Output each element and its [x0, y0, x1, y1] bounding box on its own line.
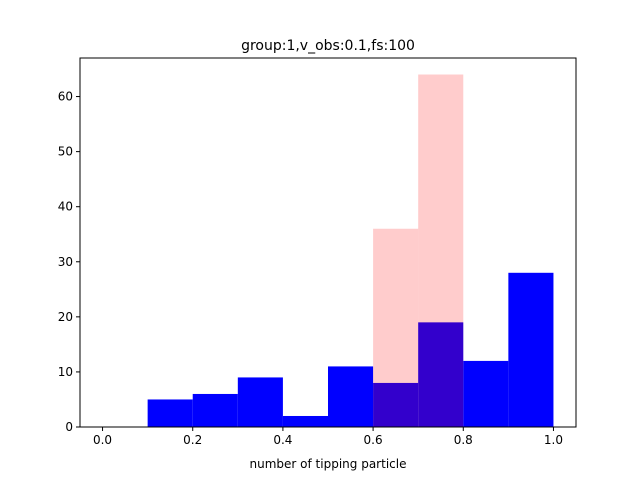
- bar-series-0-bin-8: [508, 272, 554, 427]
- x-tick-label: 0.4: [273, 433, 292, 447]
- y-tick-label: 50: [58, 145, 73, 159]
- bar-series-0-bin-0: [147, 399, 193, 427]
- x-axis-ticks: 0.0 0.2 0.4 0.6 0.8 1.0: [93, 427, 563, 447]
- x-tick-label: 0.0: [93, 433, 112, 447]
- plot-frame: [79, 57, 577, 428]
- x-axis-label: number of tipping particle: [250, 457, 407, 471]
- bar-series-1-bin-1: [418, 74, 464, 427]
- x-tick-label: 0.2: [183, 433, 202, 447]
- bar-series-1-bin-0: [373, 228, 419, 427]
- y-tick-label: 40: [58, 200, 73, 214]
- y-tick-label: 30: [58, 255, 73, 269]
- bar-series-0-bin-3: [282, 415, 328, 427]
- bar-series-0-bin-1: [192, 393, 238, 427]
- x-tick-label: 1.0: [544, 433, 563, 447]
- y-tick-label: 0: [65, 420, 73, 434]
- bar-series-0-bin-7: [463, 360, 509, 427]
- bar-series-0-bin-2: [237, 377, 283, 427]
- y-tick-label: 10: [58, 365, 73, 379]
- x-tick-label: 0.8: [454, 433, 473, 447]
- bar-series-0-bin-5: [373, 382, 419, 427]
- bar-series-0-bin-6: [418, 322, 464, 427]
- y-tick-label: 20: [58, 310, 73, 324]
- y-axis-ticks: 0 10 20 30 40 50 60: [58, 90, 80, 434]
- chart-title: group:1,v_obs:0.1,fs:100: [241, 38, 415, 54]
- y-tick-label: 60: [58, 90, 73, 104]
- x-tick-label: 0.6: [364, 433, 383, 447]
- bar-series-0-bin-4: [328, 366, 374, 427]
- bars-group: [147, 74, 554, 427]
